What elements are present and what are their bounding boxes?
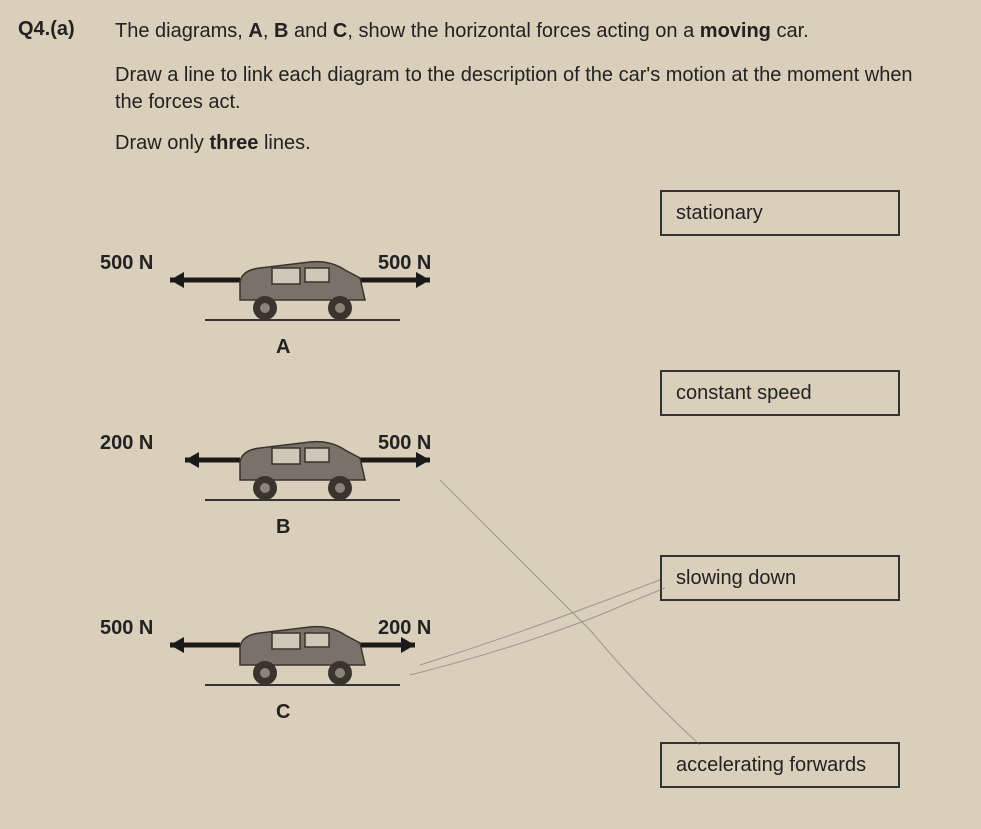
t: car.	[771, 20, 809, 42]
t: three	[209, 132, 258, 154]
question-line1: The diagrams, A, B and C, show the horiz…	[115, 18, 945, 45]
answer-slowing-down[interactable]: slowing down	[660, 555, 900, 601]
t: Draw only	[115, 132, 209, 154]
force-c-left: 500 N	[100, 617, 153, 640]
diagram-a-label: A	[276, 336, 290, 359]
t: lines.	[258, 132, 310, 154]
force-a-left: 500 N	[100, 252, 153, 275]
answer-constant-speed[interactable]: constant speed	[660, 370, 900, 416]
diagram-b-label: B	[276, 516, 290, 539]
t: , show the horizontal forces acting on a	[347, 20, 699, 42]
answer-label: slowing down	[676, 567, 796, 590]
force-c-right: 200 N	[378, 617, 431, 640]
t: moving	[700, 20, 771, 42]
answer-accelerating-forwards[interactable]: accelerating forwards	[660, 742, 900, 788]
question-line2: Draw a line to link each diagram to the …	[115, 62, 945, 116]
t: The diagrams,	[115, 20, 248, 42]
question-line3: Draw only three lines.	[115, 130, 945, 157]
t: C	[333, 20, 347, 42]
t: A	[248, 20, 262, 42]
answer-label: constant speed	[676, 382, 812, 405]
force-b-right: 500 N	[378, 432, 431, 455]
t: and	[288, 20, 332, 42]
answer-label: accelerating forwards	[676, 754, 866, 777]
diagram-c-label: C	[276, 701, 290, 724]
answer-label: stationary	[676, 202, 763, 225]
force-b-left: 200 N	[100, 432, 153, 455]
answer-stationary[interactable]: stationary	[660, 190, 900, 236]
t: B	[274, 20, 288, 42]
force-a-right: 500 N	[378, 252, 431, 275]
t: ,	[263, 20, 274, 42]
question-label: Q4.(a)	[18, 18, 75, 41]
